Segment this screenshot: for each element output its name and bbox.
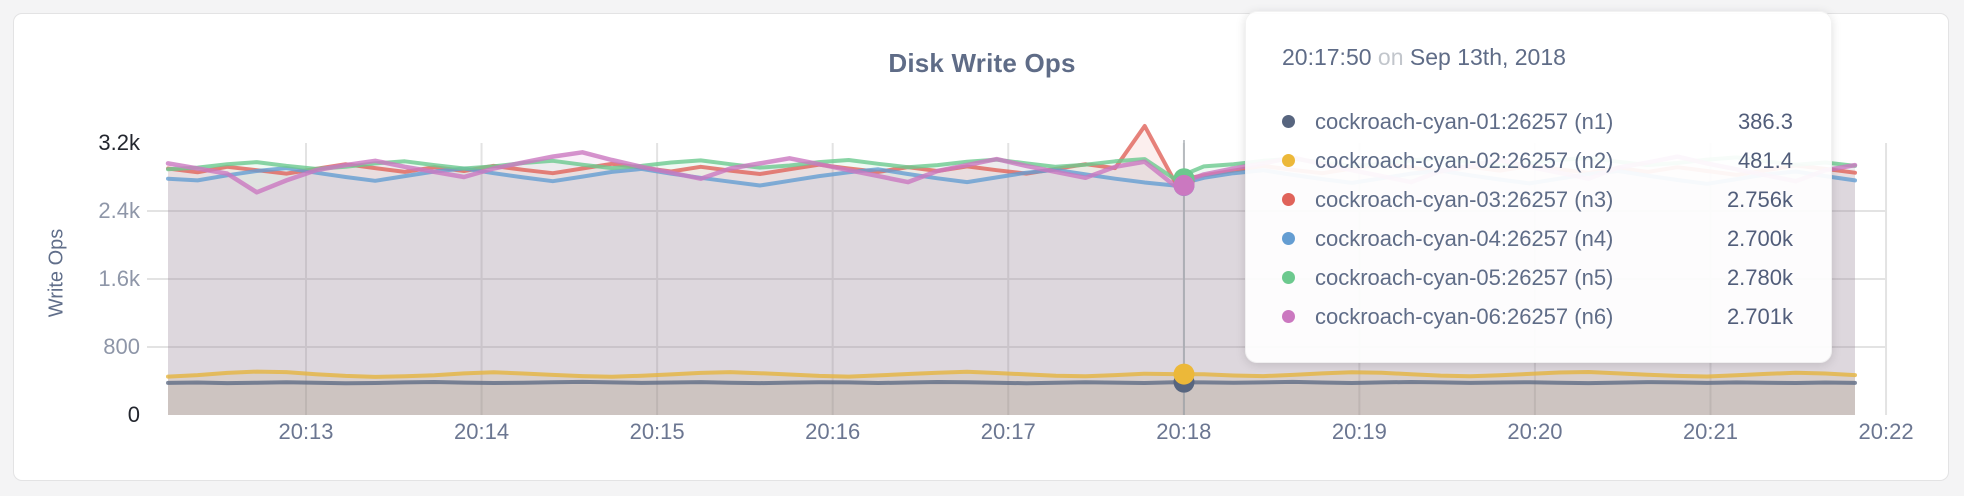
series-label: cockroach-cyan-05:26257 (n5) [1315, 264, 1614, 290]
x-tick-label: 20:21 [1682, 419, 1738, 444]
y-tick-label: 3.2k [98, 130, 140, 155]
x-tick-label: 20:14 [454, 419, 510, 444]
x-tick-label: 20:17 [980, 419, 1036, 444]
tooltip-row: cockroach-cyan-01:26257 (n1) 386.3 [1282, 102, 1793, 141]
tooltip-row: cockroach-cyan-05:26257 (n5) 2.780k [1282, 258, 1793, 297]
y-tick-label: 0 [127, 402, 140, 427]
tooltip-timestamp: 20:17:50 on Sep 13th, 2018 [1282, 40, 1793, 74]
x-tick-label: 20:13 [278, 419, 334, 444]
tooltip-row: cockroach-cyan-04:26257 (n4) 2.700k [1282, 219, 1793, 258]
tooltip-conjunction: on [1377, 44, 1404, 70]
tooltip-time: 20:17:50 [1282, 44, 1372, 70]
series-color-dot [1282, 232, 1295, 245]
series-value: 481.4 [1737, 147, 1793, 173]
series-value: 2.700k [1726, 225, 1793, 251]
tooltip-row: cockroach-cyan-02:26257 (n2) 481.4 [1282, 141, 1793, 180]
tooltip-row: cockroach-cyan-03:26257 (n3) 2.756k [1282, 180, 1793, 219]
tooltip-row: cockroach-cyan-06:26257 (n6) 2.701k [1282, 297, 1793, 336]
series-color-dot [1282, 271, 1295, 284]
series-label: cockroach-cyan-02:26257 (n2) [1315, 147, 1614, 173]
x-tick-label: 20:20 [1507, 419, 1563, 444]
y-tick-label: 800 [103, 334, 140, 359]
series-line [166, 379, 1857, 386]
tooltip-date: Sep 13th, 2018 [1409, 44, 1566, 70]
series-color-dot [1282, 193, 1295, 206]
series-area [168, 381, 1855, 415]
series-value: 2.701k [1726, 303, 1793, 329]
series-label: cockroach-cyan-04:26257 (n4) [1315, 225, 1614, 251]
y-tick-label: 1.6k [98, 266, 140, 291]
hover-point [1173, 363, 1195, 385]
series-value: 2.780k [1726, 264, 1793, 290]
x-tick-label: 20:19 [1331, 419, 1387, 444]
series-color-dot [1282, 310, 1295, 323]
series-value: 2.756k [1726, 186, 1793, 212]
y-tick-label: 2.4k [98, 198, 140, 223]
series-label: cockroach-cyan-06:26257 (n6) [1315, 303, 1614, 329]
tooltip-series-list: cockroach-cyan-01:26257 (n1) 386.3 cockroa… [1282, 102, 1793, 336]
chart-title: Disk Write Ops [888, 48, 1076, 78]
hover-tooltip: 20:17:50 on Sep 13th, 2018 cockroach-cya… [1245, 11, 1832, 363]
series-label: cockroach-cyan-01:26257 (n1) [1315, 108, 1614, 134]
x-tick-label: 20:22 [1858, 419, 1914, 444]
x-tick-label: 20:16 [805, 419, 861, 444]
series-line [166, 369, 1857, 379]
hover-point [1173, 174, 1195, 196]
series-color-dot [1282, 154, 1295, 167]
x-tick-label: 20:18 [1156, 419, 1212, 444]
series-label: cockroach-cyan-03:26257 (n3) [1315, 186, 1614, 212]
series-value: 386.3 [1737, 108, 1793, 134]
x-tick-label: 20:15 [629, 419, 685, 444]
series-color-dot [1282, 115, 1295, 128]
